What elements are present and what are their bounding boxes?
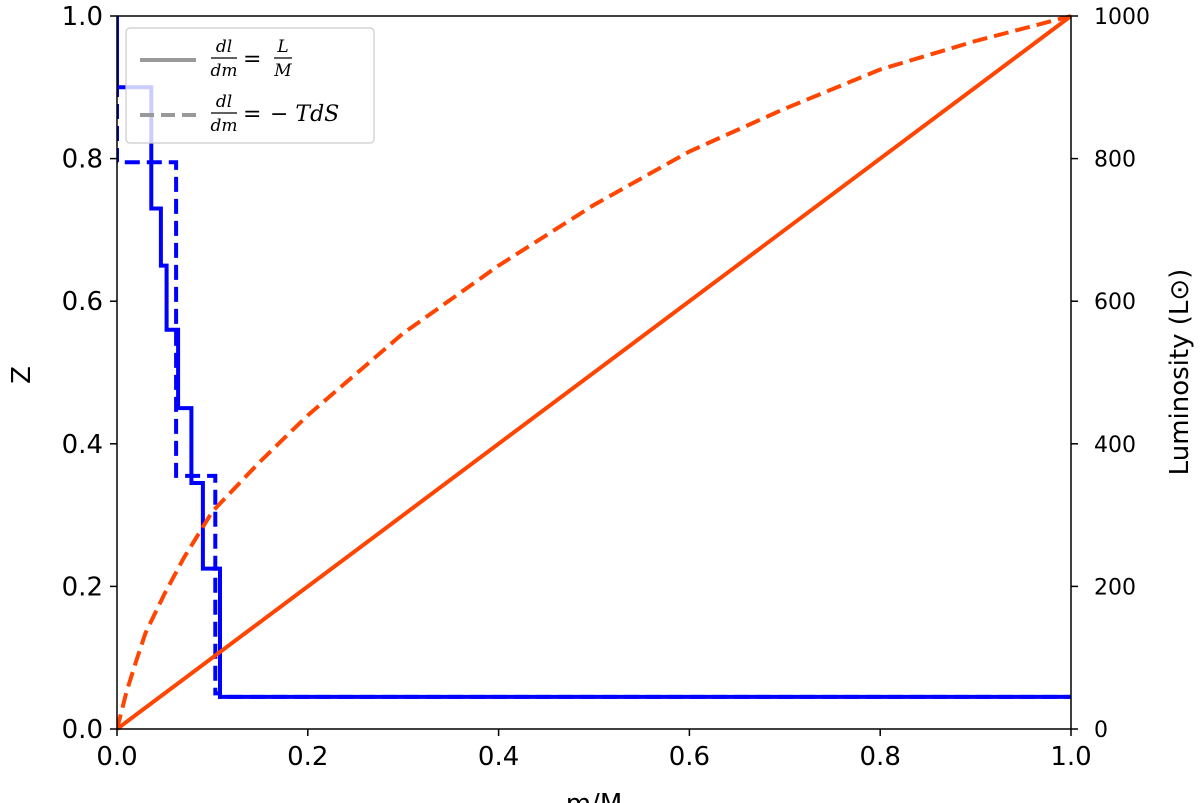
legend-entry-1-rhs-num: L: [276, 37, 288, 57]
legend-entry-1-eq: =: [243, 47, 261, 72]
x-tick-label: 0.4: [478, 742, 519, 772]
x-tick-label: 0.6: [669, 742, 710, 772]
x-tick-label: 0.8: [860, 742, 901, 772]
legend-entry-2-lhs-num: dl: [216, 92, 232, 112]
plot-area: [117, 14, 1071, 731]
x-tick-label: 1.0: [1050, 742, 1091, 772]
legend-entry-2-eq: =: [243, 102, 261, 127]
y-right-tick-label: 800: [1094, 148, 1136, 173]
y-left-tick-label: 0.8: [62, 145, 103, 175]
y-left-tick-label: 0.6: [62, 287, 103, 317]
y-left-tick-label: 0.2: [62, 572, 103, 602]
x-tick-label: 0.0: [96, 742, 137, 772]
y-left-axis-label: Z: [7, 366, 37, 384]
y-left-tick-label: 1.0: [62, 2, 103, 32]
y-right-tick-label: 1000: [1094, 5, 1150, 30]
y-left-tick-label: 0.4: [62, 430, 103, 460]
legend: dl dm = L M dl dm = − TdS: [125, 27, 375, 144]
y-right-tick-label: 400: [1094, 433, 1136, 458]
x-axis-label: m/M: [566, 789, 623, 803]
ticks: 0.0 0.2 0.4 0.6 0.8 1.00.00.20.40.60.81.00200…: [62, 2, 1150, 772]
legend-entry-2-lhs-den: dm: [210, 116, 237, 136]
legend-entry-1-lhs-num: dl: [216, 37, 232, 57]
plot-frame: [116, 15, 1072, 730]
legend-entry-2-rhs: − TdS: [270, 102, 339, 127]
series-line-3-right-solid: [117, 14, 1071, 731]
y-right-tick-label: 600: [1094, 290, 1136, 315]
y-right-tick-label: 200: [1094, 575, 1136, 600]
series-line-2-left-dashed: [117, 16, 1071, 699]
x-tick-label: 0.2: [287, 742, 328, 772]
series-line-4-right-dashed: [117, 14, 1071, 730]
y-right-tick-label: 0: [1094, 718, 1108, 743]
y-right-axis-label: Luminosity (L⊙): [1165, 269, 1195, 476]
series-line-1-left-solid: [117, 16, 1071, 699]
legend-entry-1-lhs-den: dm: [210, 61, 237, 81]
legend-entry-1-rhs-den: M: [273, 61, 292, 81]
y-left-tick-label: 0.0: [62, 715, 103, 745]
